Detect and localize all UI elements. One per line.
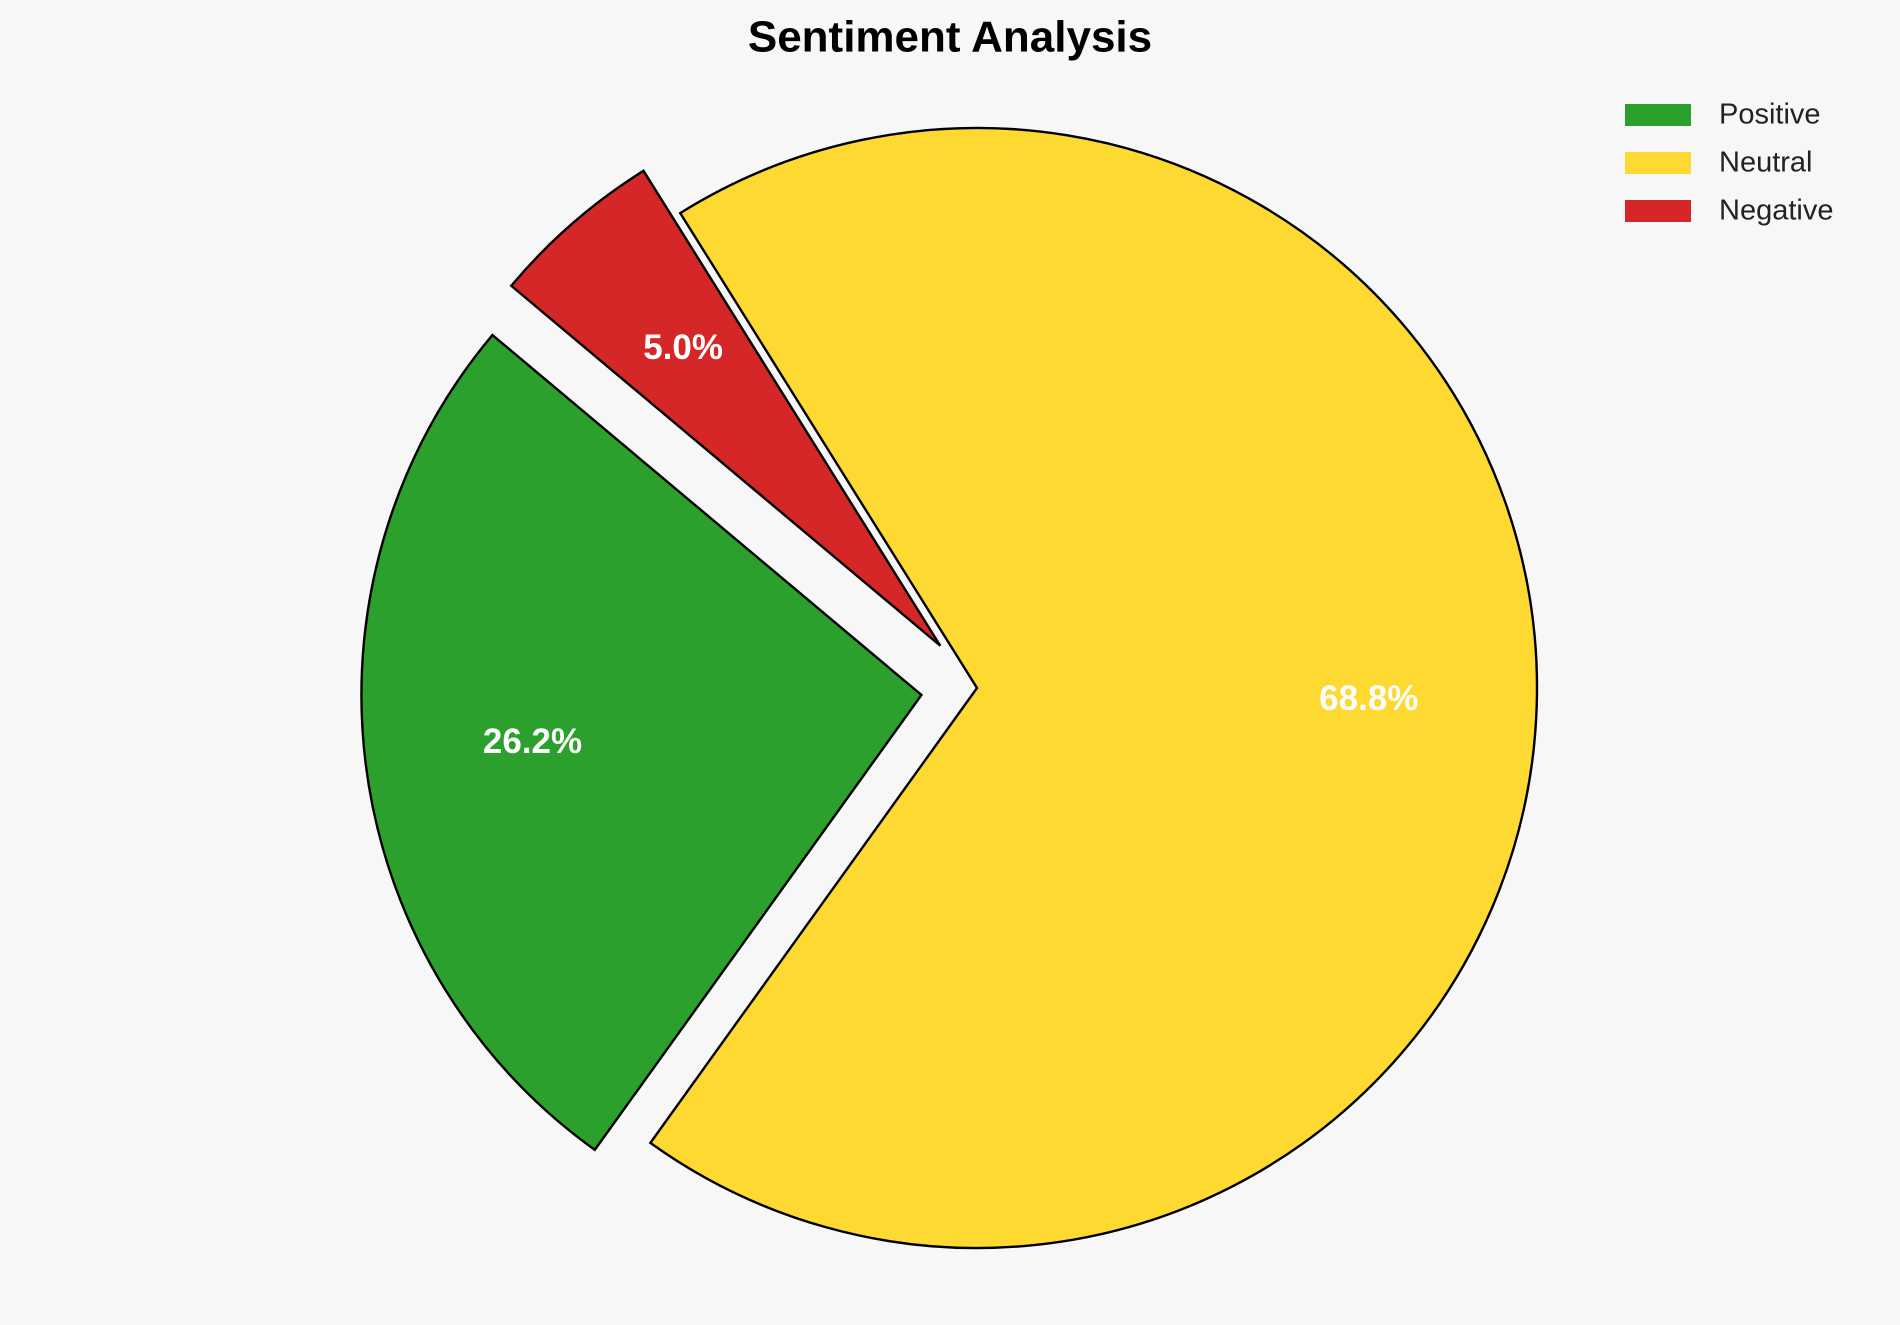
pie-slice [360, 333, 924, 1152]
slice-label: 5.0% [643, 328, 723, 367]
legend-label: Neutral [1719, 147, 1813, 179]
legend-label: Positive [1719, 99, 1821, 131]
legend-swatch [1625, 104, 1691, 126]
legend-swatch [1625, 200, 1691, 222]
pie-slice [648, 126, 1539, 1250]
slice-label: 68.8% [1319, 679, 1418, 718]
pie-slice [509, 169, 942, 647]
legend-label: Negative [1719, 195, 1833, 227]
chart-title: Sentiment Analysis [748, 13, 1152, 62]
legend-swatch [1625, 152, 1691, 174]
slice-label: 26.2% [483, 722, 582, 761]
